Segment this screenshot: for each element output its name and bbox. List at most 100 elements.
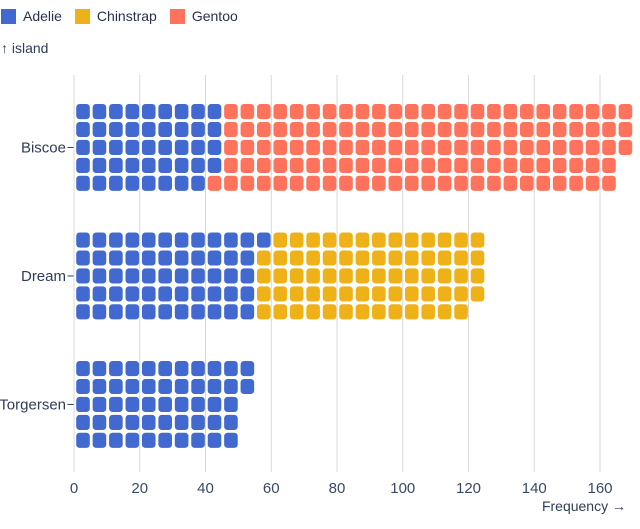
waffle-unit	[257, 268, 271, 284]
waffle-unit	[191, 104, 205, 120]
waffle-unit	[141, 396, 156, 412]
waffle-unit	[191, 286, 205, 302]
x-tick-label: 120	[456, 480, 481, 497]
waffle-unit	[404, 121, 419, 138]
legend-swatch	[74, 8, 90, 24]
waffle-unit	[404, 175, 419, 191]
waffle-unit	[191, 432, 205, 448]
waffle-unit	[585, 121, 600, 138]
waffle-unit	[388, 286, 403, 302]
waffle-unit	[125, 268, 140, 284]
waffle-unit	[388, 104, 403, 120]
waffle-unit	[273, 250, 288, 266]
waffle-unit	[306, 157, 320, 173]
waffle-unit	[92, 396, 107, 412]
waffle-unit	[306, 232, 320, 248]
waffle-unit	[224, 304, 238, 320]
waffle-unit	[355, 121, 370, 138]
waffle-unit	[470, 157, 485, 173]
waffle-unit	[92, 157, 107, 173]
waffle-unit	[109, 139, 123, 155]
waffle-unit	[109, 250, 123, 266]
waffle-unit	[585, 157, 600, 173]
waffle-unit	[355, 268, 370, 284]
waffle-unit	[76, 232, 90, 248]
y-tick-label: Dream	[21, 268, 66, 285]
waffle-unit	[339, 121, 353, 138]
waffle-unit	[454, 175, 468, 191]
waffle-unit	[306, 139, 320, 155]
waffle-unit	[602, 139, 616, 155]
waffle-unit	[76, 250, 90, 266]
waffle-unit	[141, 139, 156, 155]
legend-label: Chinstrap	[96, 8, 157, 24]
waffle-unit	[207, 232, 222, 248]
waffle-unit	[141, 361, 156, 377]
waffle-unit	[536, 139, 551, 155]
waffle-unit	[257, 121, 271, 138]
waffle-unit	[372, 250, 386, 266]
waffle-unit	[306, 250, 320, 266]
waffle-unit	[174, 121, 189, 138]
waffle-unit	[92, 121, 107, 138]
waffle-unit	[536, 104, 551, 120]
waffle-unit	[158, 361, 172, 377]
x-tick-label: 20	[131, 480, 148, 497]
waffle-unit	[552, 121, 567, 138]
waffle-unit	[454, 104, 468, 120]
waffle-unit	[191, 268, 205, 284]
waffle-unit	[125, 139, 140, 155]
waffle-unit	[191, 378, 205, 395]
waffle-unit	[569, 175, 583, 191]
waffle-unit	[404, 268, 419, 284]
waffle-unit	[224, 432, 238, 448]
waffle-unit	[470, 139, 485, 155]
waffle-unit	[125, 361, 140, 377]
waffle-unit	[207, 286, 222, 302]
waffle-unit	[125, 304, 140, 320]
waffle-unit	[454, 121, 468, 138]
waffle-unit	[224, 414, 238, 430]
waffle-unit	[224, 104, 238, 120]
waffle-unit	[174, 157, 189, 173]
waffle-unit	[76, 268, 90, 284]
waffle-unit	[404, 304, 419, 320]
x-tick-label: 80	[329, 480, 346, 497]
waffle-unit	[125, 414, 140, 430]
waffle-unit	[76, 175, 90, 191]
waffle-unit	[158, 250, 172, 266]
waffle-unit	[322, 232, 337, 248]
waffle-unit	[503, 157, 518, 173]
waffle-unit	[273, 139, 288, 155]
waffle-unit	[191, 250, 205, 266]
waffle-unit	[141, 157, 156, 173]
waffle-unit	[191, 157, 205, 173]
waffle-unit	[92, 268, 107, 284]
waffle-unit	[487, 139, 501, 155]
waffle-unit	[585, 175, 600, 191]
waffle-unit	[191, 396, 205, 412]
legend-label: Gentoo	[191, 8, 238, 24]
waffle-unit	[569, 157, 583, 173]
waffle-unit	[421, 175, 435, 191]
waffle-unit	[125, 104, 140, 120]
waffle-unit	[339, 175, 353, 191]
waffle-unit	[141, 286, 156, 302]
waffle-unit	[487, 121, 501, 138]
waffle-unit	[191, 232, 205, 248]
waffle-unit	[240, 121, 255, 138]
waffle-unit	[141, 432, 156, 448]
waffle-unit	[76, 104, 90, 120]
legend-label: Adelie	[23, 8, 62, 24]
waffle-unit	[602, 104, 616, 120]
waffle-unit	[158, 139, 172, 155]
waffle-unit	[174, 250, 189, 266]
waffle-unit	[388, 139, 403, 155]
waffle-unit	[437, 139, 452, 155]
waffle-unit	[421, 104, 435, 120]
waffle-unit	[454, 250, 468, 266]
waffle-unit	[174, 139, 189, 155]
waffle-unit	[109, 268, 123, 284]
waffle-unit	[141, 121, 156, 138]
waffle-unit	[454, 304, 468, 320]
